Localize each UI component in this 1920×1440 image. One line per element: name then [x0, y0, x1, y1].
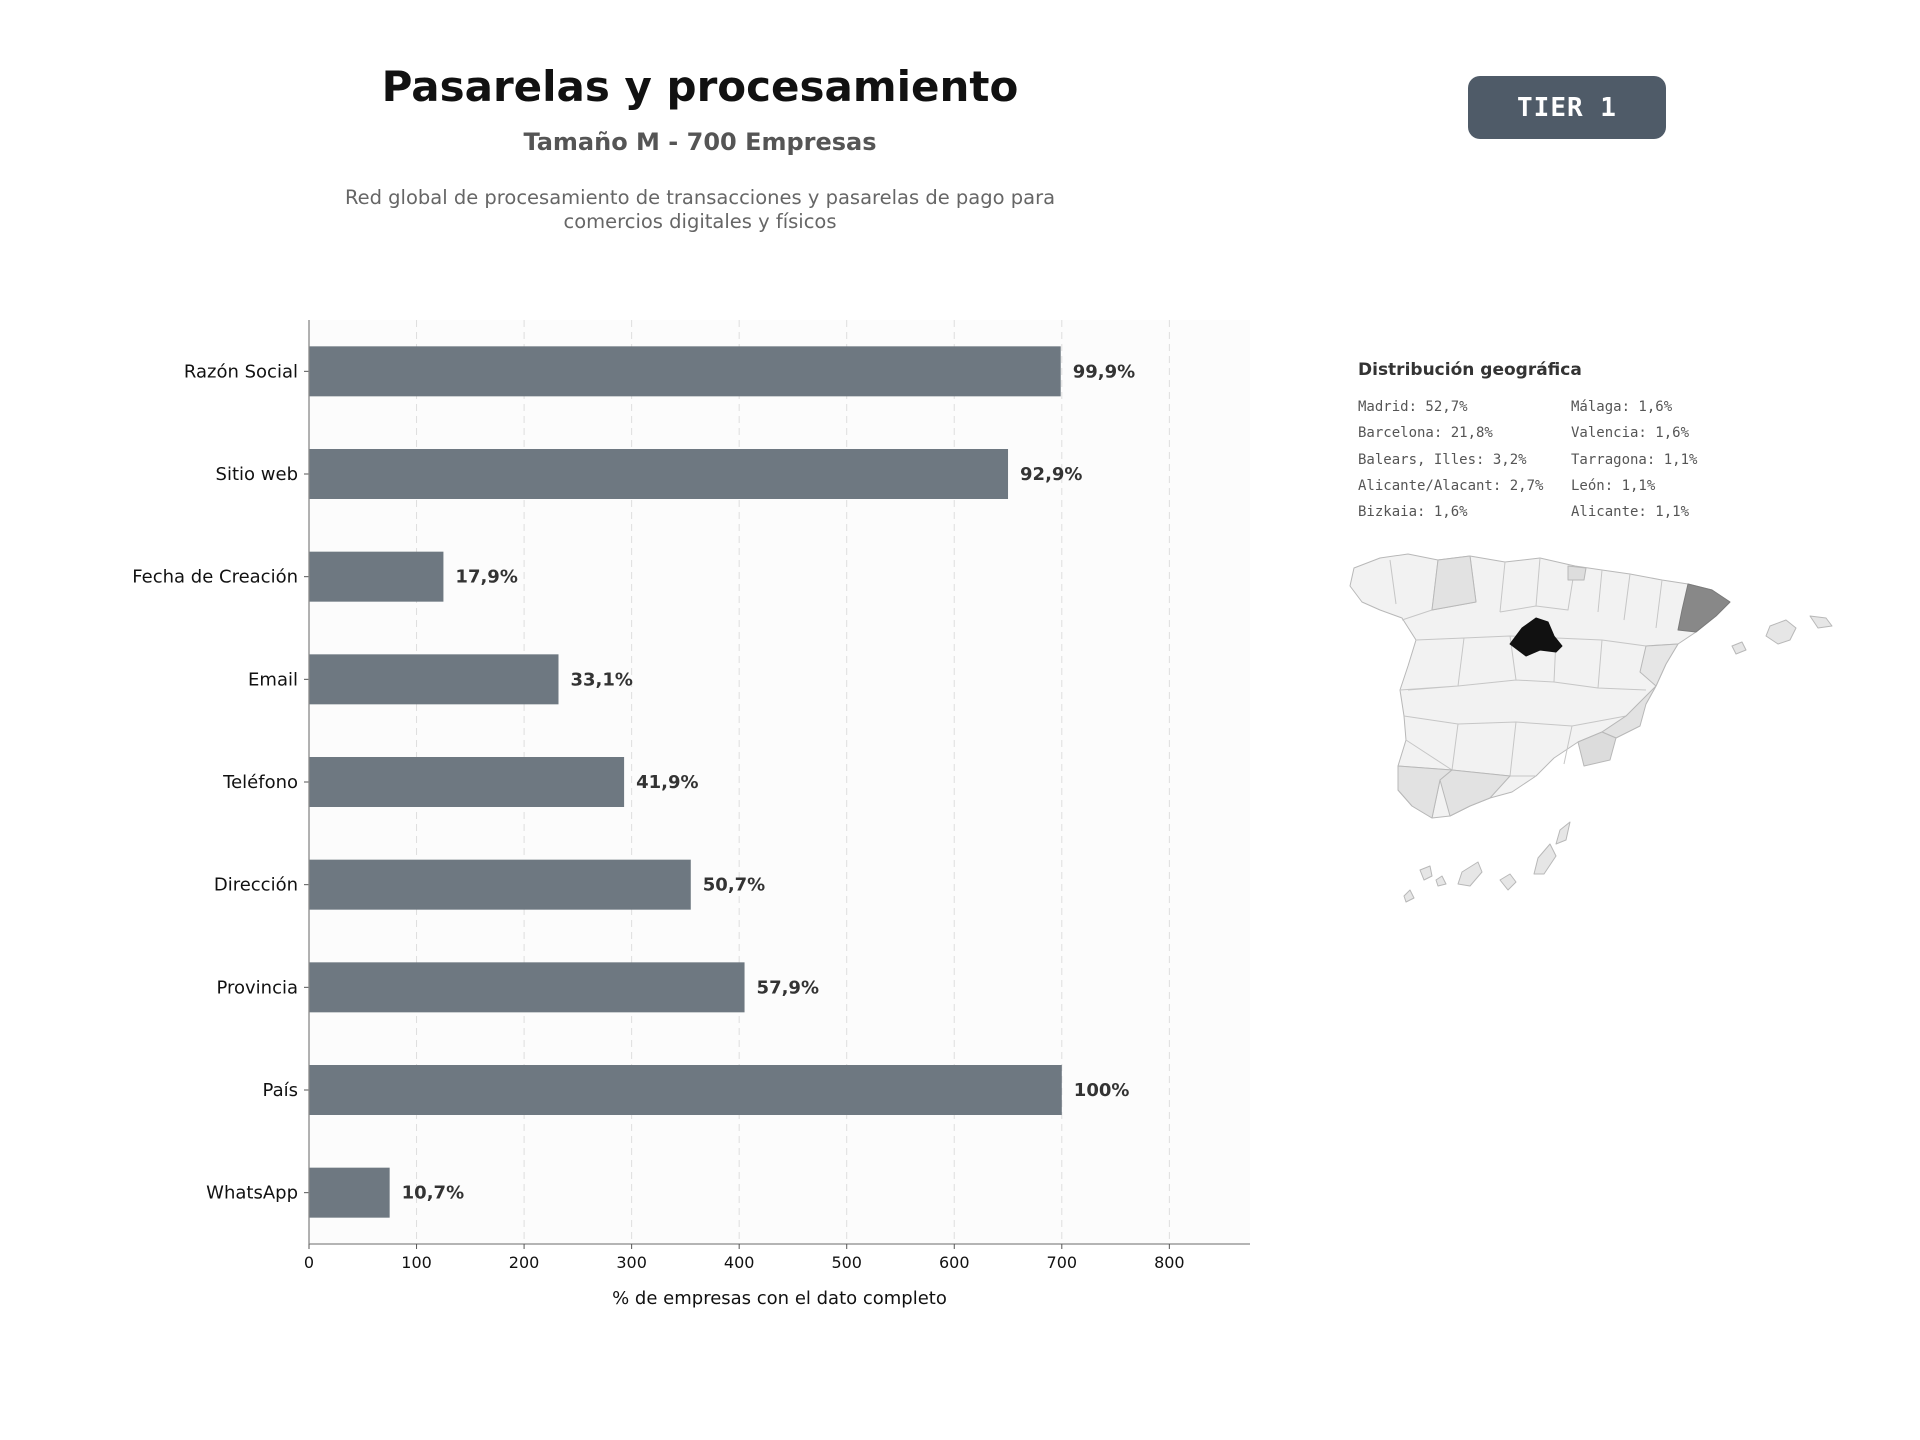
bar: [309, 1065, 1062, 1115]
description-line-1: Red global de procesamiento de transacci…: [344, 186, 1056, 209]
bar: [309, 757, 625, 807]
category-label: Razón Social: [184, 361, 298, 382]
data-label: 57,9%: [757, 977, 819, 998]
data-label: 92,9%: [1020, 464, 1082, 485]
bar: [309, 551, 444, 602]
map-canarias: [1403, 821, 1571, 903]
category-label: Email: [248, 669, 298, 690]
x-tick-label: 0: [304, 1253, 314, 1272]
x-tick-label: 400: [724, 1253, 755, 1272]
category-label: WhatsApp: [206, 1183, 298, 1204]
data-label: 33,1%: [570, 669, 632, 690]
x-tick-label: 800: [1154, 1253, 1185, 1272]
data-label: 17,9%: [455, 567, 517, 588]
data-label: 50,7%: [703, 875, 765, 896]
map-balearics: [1731, 615, 1833, 655]
bar: [309, 1167, 390, 1218]
map-region-alicante: [1577, 731, 1617, 767]
bar-chart: 99,9% Razón Social 92,9% Sitio web 17,9% Fech…: [132, 320, 1250, 1309]
tier-badge: TIER 1: [1468, 76, 1666, 139]
x-tick-label: 700: [1047, 1253, 1078, 1272]
bar: [309, 449, 1009, 499]
bar: [309, 654, 559, 705]
map-region-malaga: [1439, 769, 1511, 817]
bar: [309, 346, 1061, 397]
x-axis-label: % de empresas con el dato completo: [612, 1288, 947, 1309]
geo-item: Valencia: 1,6%: [1571, 425, 1690, 442]
chart-subtitle: Tamaño M - 700 Empresas: [523, 128, 877, 156]
geo-title: Distribución geográfica: [1358, 360, 1582, 380]
geo-item: Alicante/Alacant: 2,7%: [1358, 477, 1544, 494]
map-region-tarragona: [1639, 643, 1679, 687]
x-tick-label: 500: [831, 1253, 862, 1272]
x-tick-label: 100: [401, 1253, 432, 1272]
map-region-leon: [1431, 555, 1477, 611]
geo-distribution-panel: Distribución geográfica Madrid: 52,7% Má…: [1358, 360, 1778, 525]
category-label: Sitio web: [216, 464, 298, 485]
map-region-madrid: [1509, 617, 1563, 657]
geo-item: Málaga: 1,6%: [1571, 399, 1673, 415]
geo-item: León: 1,1%: [1571, 477, 1656, 494]
chart-title: Pasarelas y procesamiento: [381, 62, 1019, 111]
category-label: Fecha de Creación: [132, 567, 298, 588]
category-label: Provincia: [216, 977, 298, 998]
geo-list: Madrid: 52,7% Málaga: 1,6% Barcelona: 21…: [1358, 394, 1778, 525]
map-region-bizkaia: [1567, 565, 1587, 581]
x-tick-label: 200: [509, 1253, 540, 1272]
map-region-barcelona: [1677, 583, 1731, 633]
geo-item: Balears, Illes: 3,2%: [1358, 451, 1527, 468]
geo-item: Alicante: 1,1%: [1571, 504, 1690, 521]
category-label: País: [263, 1080, 298, 1101]
category-label: Dirección: [214, 875, 298, 896]
description: Red global de procesamiento de transacci…: [300, 186, 1100, 234]
category-label: Teléfono: [222, 772, 298, 793]
data-label: 100%: [1074, 1080, 1130, 1101]
data-label: 10,7%: [402, 1183, 464, 1204]
bar: [309, 962, 745, 1013]
bar: [309, 859, 691, 910]
spain-map: [1349, 553, 1833, 903]
x-tick-label: 600: [939, 1253, 970, 1272]
geo-item: Tarragona: 1,1%: [1571, 451, 1698, 468]
x-tick-label: 300: [616, 1253, 647, 1272]
description-line-2: comercios digitales y físicos: [563, 210, 837, 233]
geo-item: Barcelona: 21,8%: [1358, 425, 1493, 442]
geo-item: Bizkaia: 1,6%: [1358, 504, 1468, 521]
data-label: 99,9%: [1073, 361, 1135, 382]
data-label: 41,9%: [636, 772, 698, 793]
geo-item: Madrid: 52,7%: [1358, 399, 1468, 415]
